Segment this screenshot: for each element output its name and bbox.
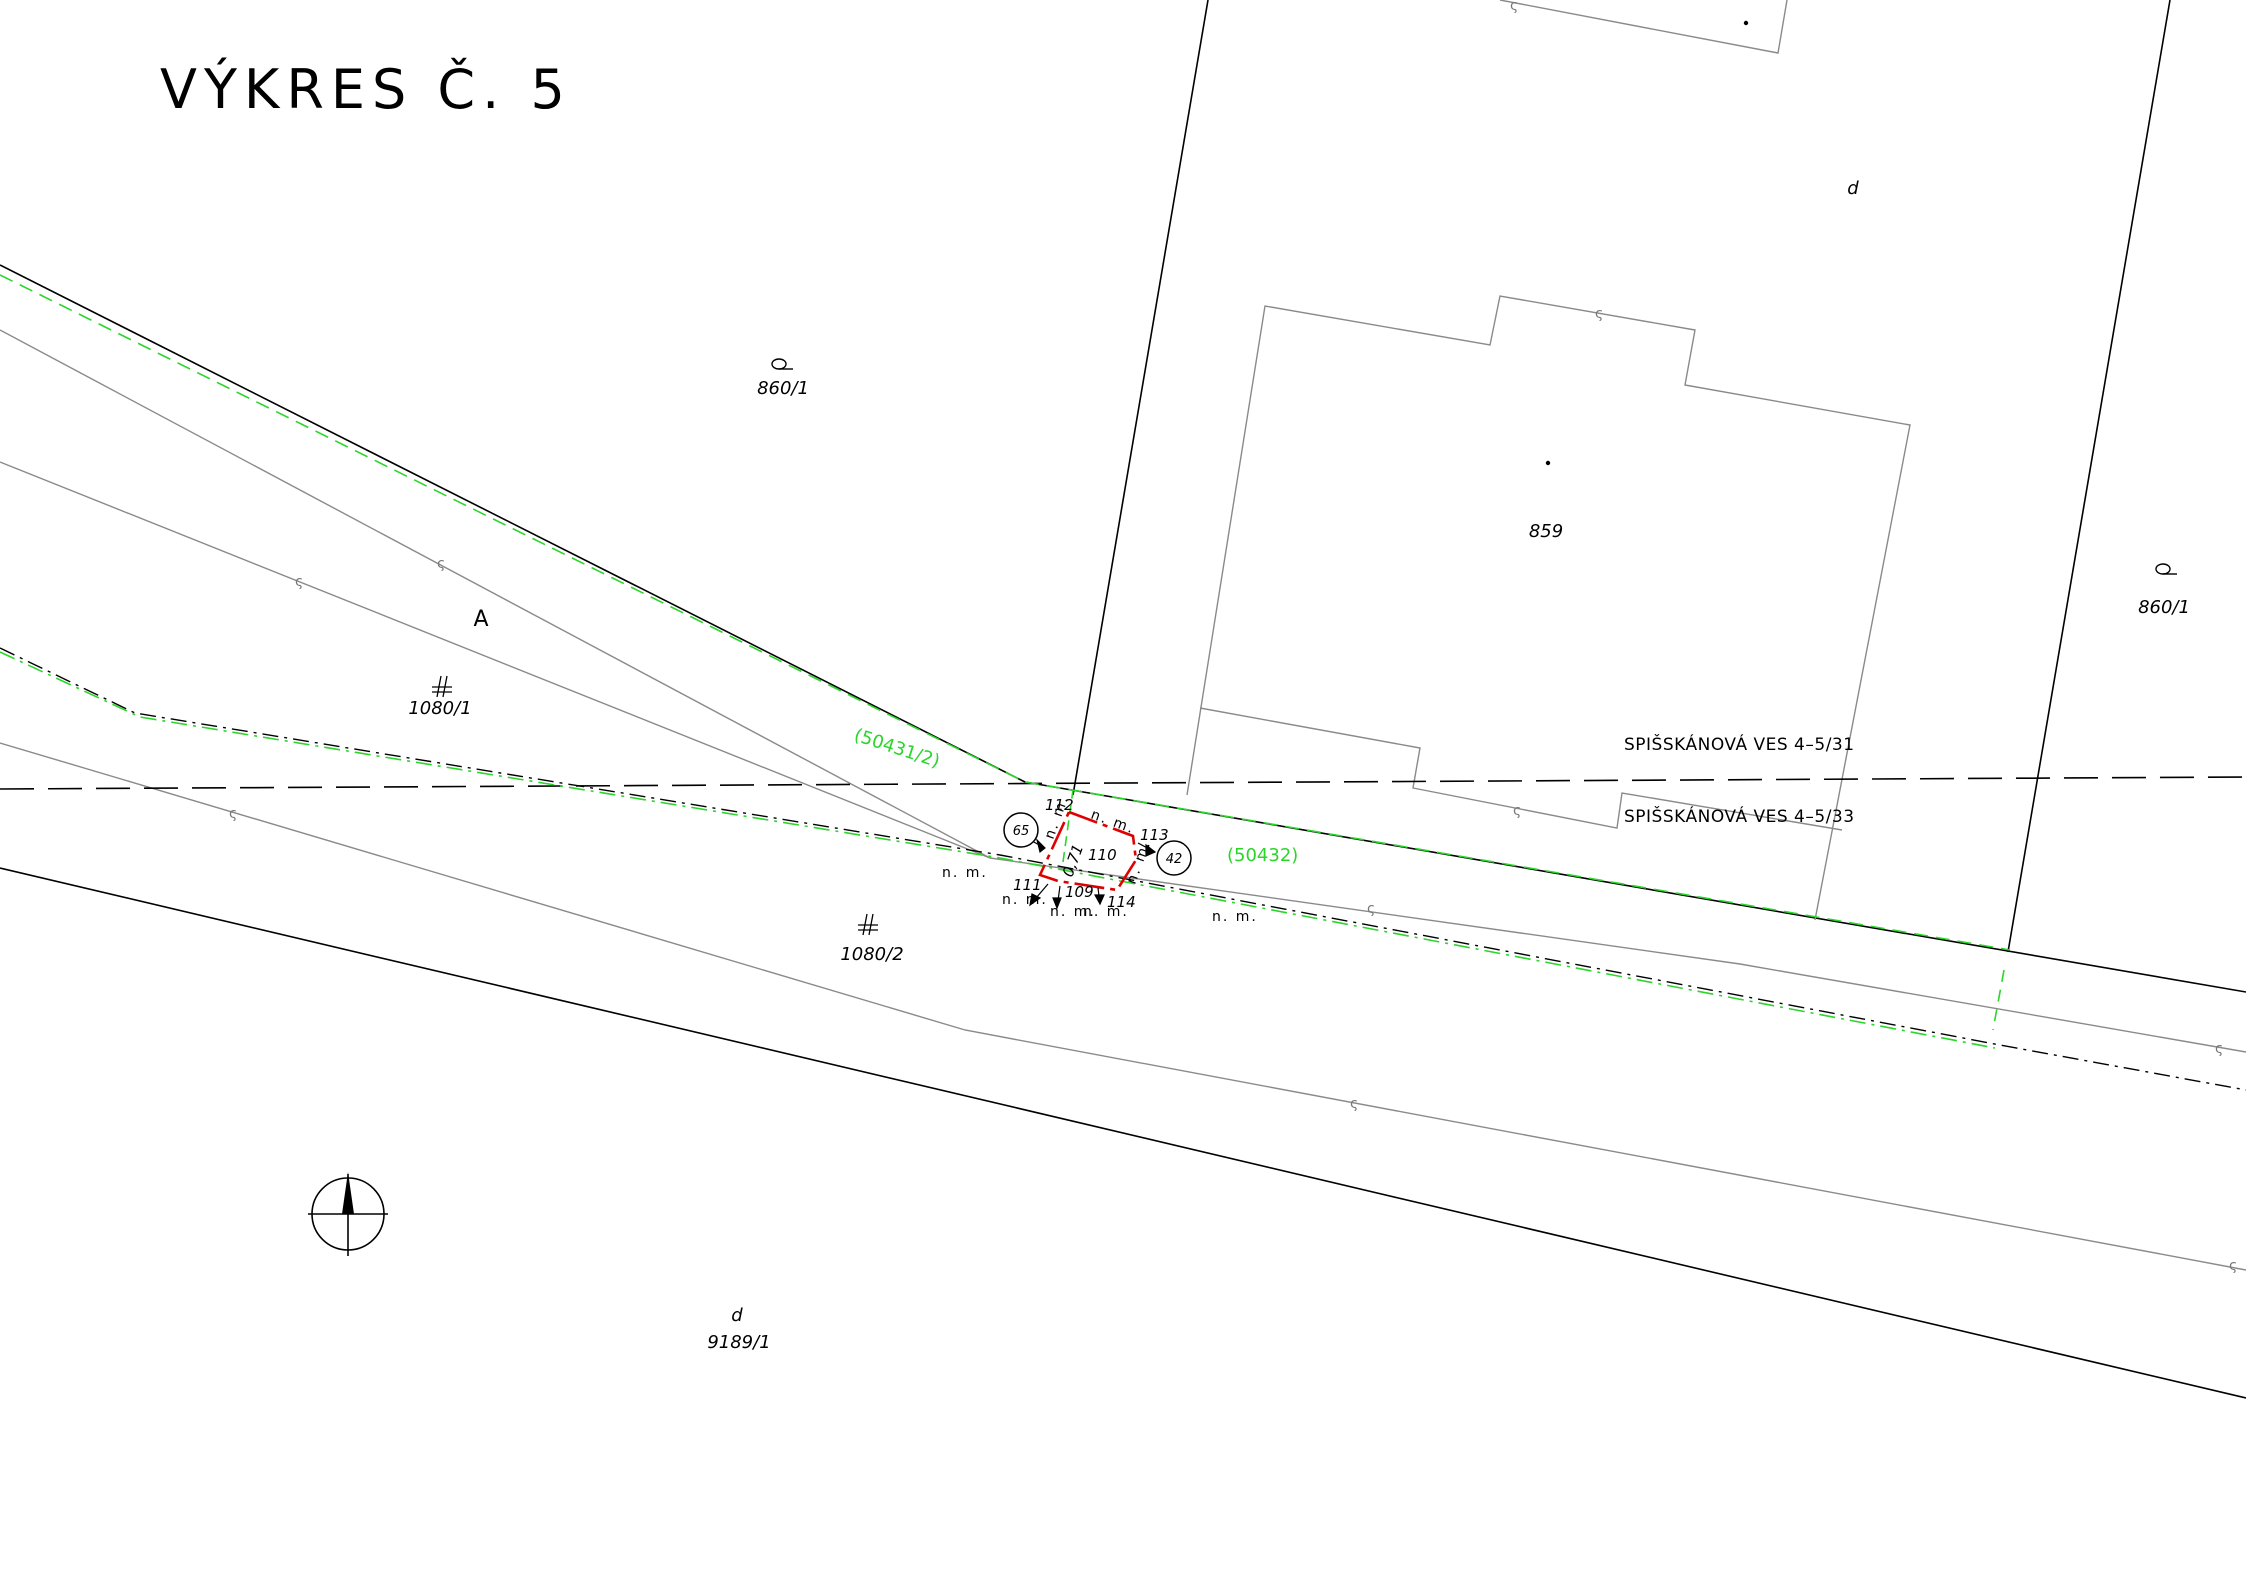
point-111: 111 xyxy=(1013,876,1042,894)
boundary-lot-right xyxy=(2007,0,2171,953)
svg-text:ς: ς xyxy=(295,574,303,590)
north-arrow-icon xyxy=(308,1172,388,1256)
building-lower xyxy=(1199,707,1843,831)
svg-text:ς: ς xyxy=(2215,1041,2223,1057)
point-110: 110 xyxy=(1088,846,1117,864)
building-859-outline xyxy=(1186,295,1911,921)
road-edge-4 xyxy=(0,742,2246,1271)
boundary-road-upper xyxy=(0,264,1026,783)
road-edge-2 xyxy=(0,461,991,859)
green-line-right-end xyxy=(1992,969,2005,1031)
e-register-lines xyxy=(0,274,2011,1049)
parcel-boundaries xyxy=(0,0,2246,1399)
survey-outline xyxy=(1038,810,1138,892)
parcel-1080-1: 1080/1 xyxy=(408,698,471,719)
road-edges xyxy=(0,329,2246,1271)
svg-text:ς: ς xyxy=(2229,1258,2237,1274)
survey-arrows xyxy=(1029,838,1157,910)
parcel-9189-1: 9189/1 xyxy=(707,1332,770,1353)
landuse-a: A xyxy=(473,607,488,632)
circle-marker-42 xyxy=(1156,840,1192,876)
svg-text:ς: ς xyxy=(1513,803,1521,819)
point-109: 109 xyxy=(1065,883,1094,901)
circle-marker-65 xyxy=(1003,812,1039,848)
point-112: 112 xyxy=(1045,796,1074,814)
point-marker xyxy=(1743,20,1749,26)
road-symbol-1080-2 xyxy=(858,913,878,936)
building-top xyxy=(1499,0,1788,54)
address-33: SPIŠSKÁNOVÁ VES 4–5/33 xyxy=(1624,805,1855,827)
road-symbol-1080-1 xyxy=(432,675,452,698)
circle-label-42: 42 xyxy=(1166,852,1183,867)
nm-label-b3: n. m. xyxy=(1083,904,1129,920)
svg-text:ς: ς xyxy=(1510,0,1518,14)
buildings xyxy=(1186,0,1911,921)
nm-label-top: n. m. xyxy=(1089,807,1138,838)
landuse-d-bottom: d xyxy=(731,1305,743,1326)
orchard-symbol-left xyxy=(771,358,793,370)
boundary-lot-left xyxy=(1072,0,1209,796)
address-31: SPIŠSKÁNOVÁ VES 4–5/31 xyxy=(1624,733,1855,755)
nm-label-b2: n. m. xyxy=(1050,904,1096,920)
point-113: 113 xyxy=(1140,826,1169,844)
register-label-50431-2: (50431/2) xyxy=(851,725,942,772)
boundary-road-lower xyxy=(0,867,2246,1399)
green-line-upper xyxy=(0,274,1026,783)
nm-label-w: n. m. xyxy=(942,865,988,881)
svg-text:ς: ς xyxy=(229,806,237,822)
green-line-short xyxy=(1062,789,1074,863)
svg-text:ς: ς xyxy=(1350,1096,1358,1112)
parcel-1080-2: 1080/2 xyxy=(840,944,903,965)
point-114: 114 xyxy=(1107,893,1136,911)
svg-text:ς: ς xyxy=(1595,306,1603,322)
green-line-right xyxy=(1024,781,2011,951)
dashdot-boundary xyxy=(0,647,2246,1091)
nm-label-right: n. m. xyxy=(1124,838,1155,887)
parcel-860-1-right: 860/1 xyxy=(2138,597,2190,618)
parcel-860-1-left: 860/1 xyxy=(757,378,809,399)
svg-text:ς: ς xyxy=(437,556,445,572)
point-marker xyxy=(1545,460,1551,466)
parcel-859: 859 xyxy=(1529,521,1563,542)
orchard-symbol-right xyxy=(2155,563,2177,575)
nm-label-e: n. m. xyxy=(1212,909,1258,925)
circle-label-65: 65 xyxy=(1013,824,1030,839)
drawing-title: VÝKRES Č. 5 xyxy=(160,58,572,121)
green-line-lower xyxy=(0,651,1996,1049)
survey-circles: 65 42 xyxy=(1003,812,1192,876)
register-label-50432: (50432) xyxy=(1227,845,1298,866)
zone-dashed-line xyxy=(0,776,2246,790)
road-edge-3 xyxy=(989,857,2246,1053)
svg-text:ς: ς xyxy=(1367,901,1375,917)
dimension-label: 0,71 xyxy=(1059,842,1087,880)
nm-label-b1: n. m. xyxy=(1002,892,1048,908)
road-edge-1 xyxy=(0,329,991,859)
line-ticks: ς ς ς ς ς ς ς ς ς ς xyxy=(229,0,2237,1274)
landuse-d-top: d xyxy=(1847,178,1859,199)
